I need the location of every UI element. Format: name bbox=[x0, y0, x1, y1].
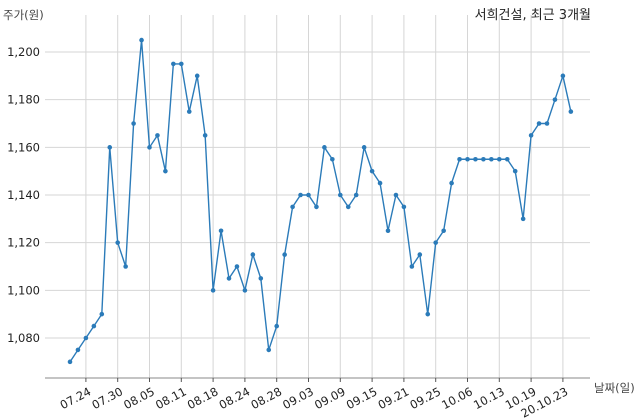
data-point bbox=[75, 347, 81, 353]
y-tick-label: 1,120 bbox=[7, 236, 40, 250]
data-point bbox=[91, 323, 97, 329]
data-point bbox=[306, 192, 311, 198]
data-point bbox=[481, 156, 486, 162]
data-point bbox=[544, 121, 550, 126]
y-tick-label: 1,140 bbox=[7, 188, 40, 202]
data-point bbox=[568, 109, 574, 114]
chart-title: 서희건설, 최근 3개월 bbox=[475, 8, 591, 23]
y-axis-ticks: 1,080 1,100 1,120 1,140 1,160 1,180 1,200 bbox=[7, 45, 40, 345]
data-point bbox=[377, 180, 383, 186]
data-point bbox=[250, 252, 256, 257]
y-tick-label: 1,160 bbox=[7, 140, 40, 154]
data-point bbox=[322, 145, 327, 150]
data-point bbox=[115, 240, 120, 245]
price-points bbox=[67, 37, 574, 365]
data-point bbox=[194, 73, 200, 79]
data-point bbox=[512, 168, 518, 174]
data-point bbox=[401, 204, 407, 210]
data-point bbox=[473, 156, 478, 162]
price-line bbox=[69, 40, 572, 363]
data-point bbox=[147, 145, 152, 150]
data-point bbox=[552, 97, 558, 102]
data-point bbox=[497, 156, 502, 162]
data-point bbox=[449, 180, 454, 186]
data-point bbox=[83, 335, 89, 341]
y-axis-title: 주가(원) bbox=[3, 8, 44, 22]
data-point bbox=[99, 311, 105, 317]
data-point bbox=[528, 133, 534, 138]
data-point bbox=[155, 133, 160, 138]
data-point bbox=[369, 168, 375, 174]
data-point bbox=[163, 168, 168, 174]
data-point bbox=[107, 145, 113, 150]
data-point bbox=[441, 228, 446, 234]
data-point bbox=[465, 156, 470, 162]
data-point bbox=[210, 288, 216, 293]
data-point bbox=[417, 252, 423, 257]
y-tick-label: 1,080 bbox=[7, 331, 40, 345]
data-point bbox=[393, 192, 399, 198]
data-point bbox=[314, 204, 319, 210]
data-point bbox=[489, 156, 494, 162]
data-point bbox=[385, 228, 391, 234]
data-point bbox=[433, 240, 439, 245]
data-point bbox=[266, 347, 272, 353]
data-point bbox=[218, 228, 224, 234]
data-point bbox=[258, 276, 264, 281]
data-point bbox=[330, 156, 335, 162]
data-point bbox=[67, 359, 73, 365]
data-point bbox=[131, 121, 136, 126]
data-point bbox=[520, 216, 526, 222]
data-point bbox=[123, 264, 128, 269]
y-tick-label: 1,200 bbox=[7, 45, 40, 59]
data-point bbox=[457, 156, 462, 162]
data-point bbox=[139, 37, 144, 43]
data-point bbox=[298, 192, 303, 198]
data-point bbox=[504, 156, 510, 162]
data-point bbox=[536, 121, 542, 126]
data-point bbox=[409, 264, 415, 269]
data-point bbox=[361, 145, 367, 150]
data-point bbox=[202, 133, 208, 138]
data-point bbox=[345, 204, 351, 210]
data-point bbox=[226, 276, 232, 281]
data-point bbox=[353, 192, 359, 198]
y-tick-label: 1,180 bbox=[7, 93, 40, 107]
data-point bbox=[171, 61, 176, 67]
x-axis-title: 날짜(일) bbox=[594, 381, 635, 395]
data-point bbox=[179, 61, 184, 67]
data-point bbox=[274, 323, 280, 329]
data-point bbox=[282, 252, 287, 257]
data-point bbox=[425, 311, 431, 317]
data-point bbox=[338, 192, 343, 198]
data-point bbox=[290, 204, 295, 210]
data-point bbox=[242, 288, 248, 293]
data-point bbox=[186, 109, 192, 114]
data-point bbox=[234, 264, 240, 269]
y-tick-label: 1,100 bbox=[7, 283, 40, 297]
data-point bbox=[560, 73, 566, 79]
